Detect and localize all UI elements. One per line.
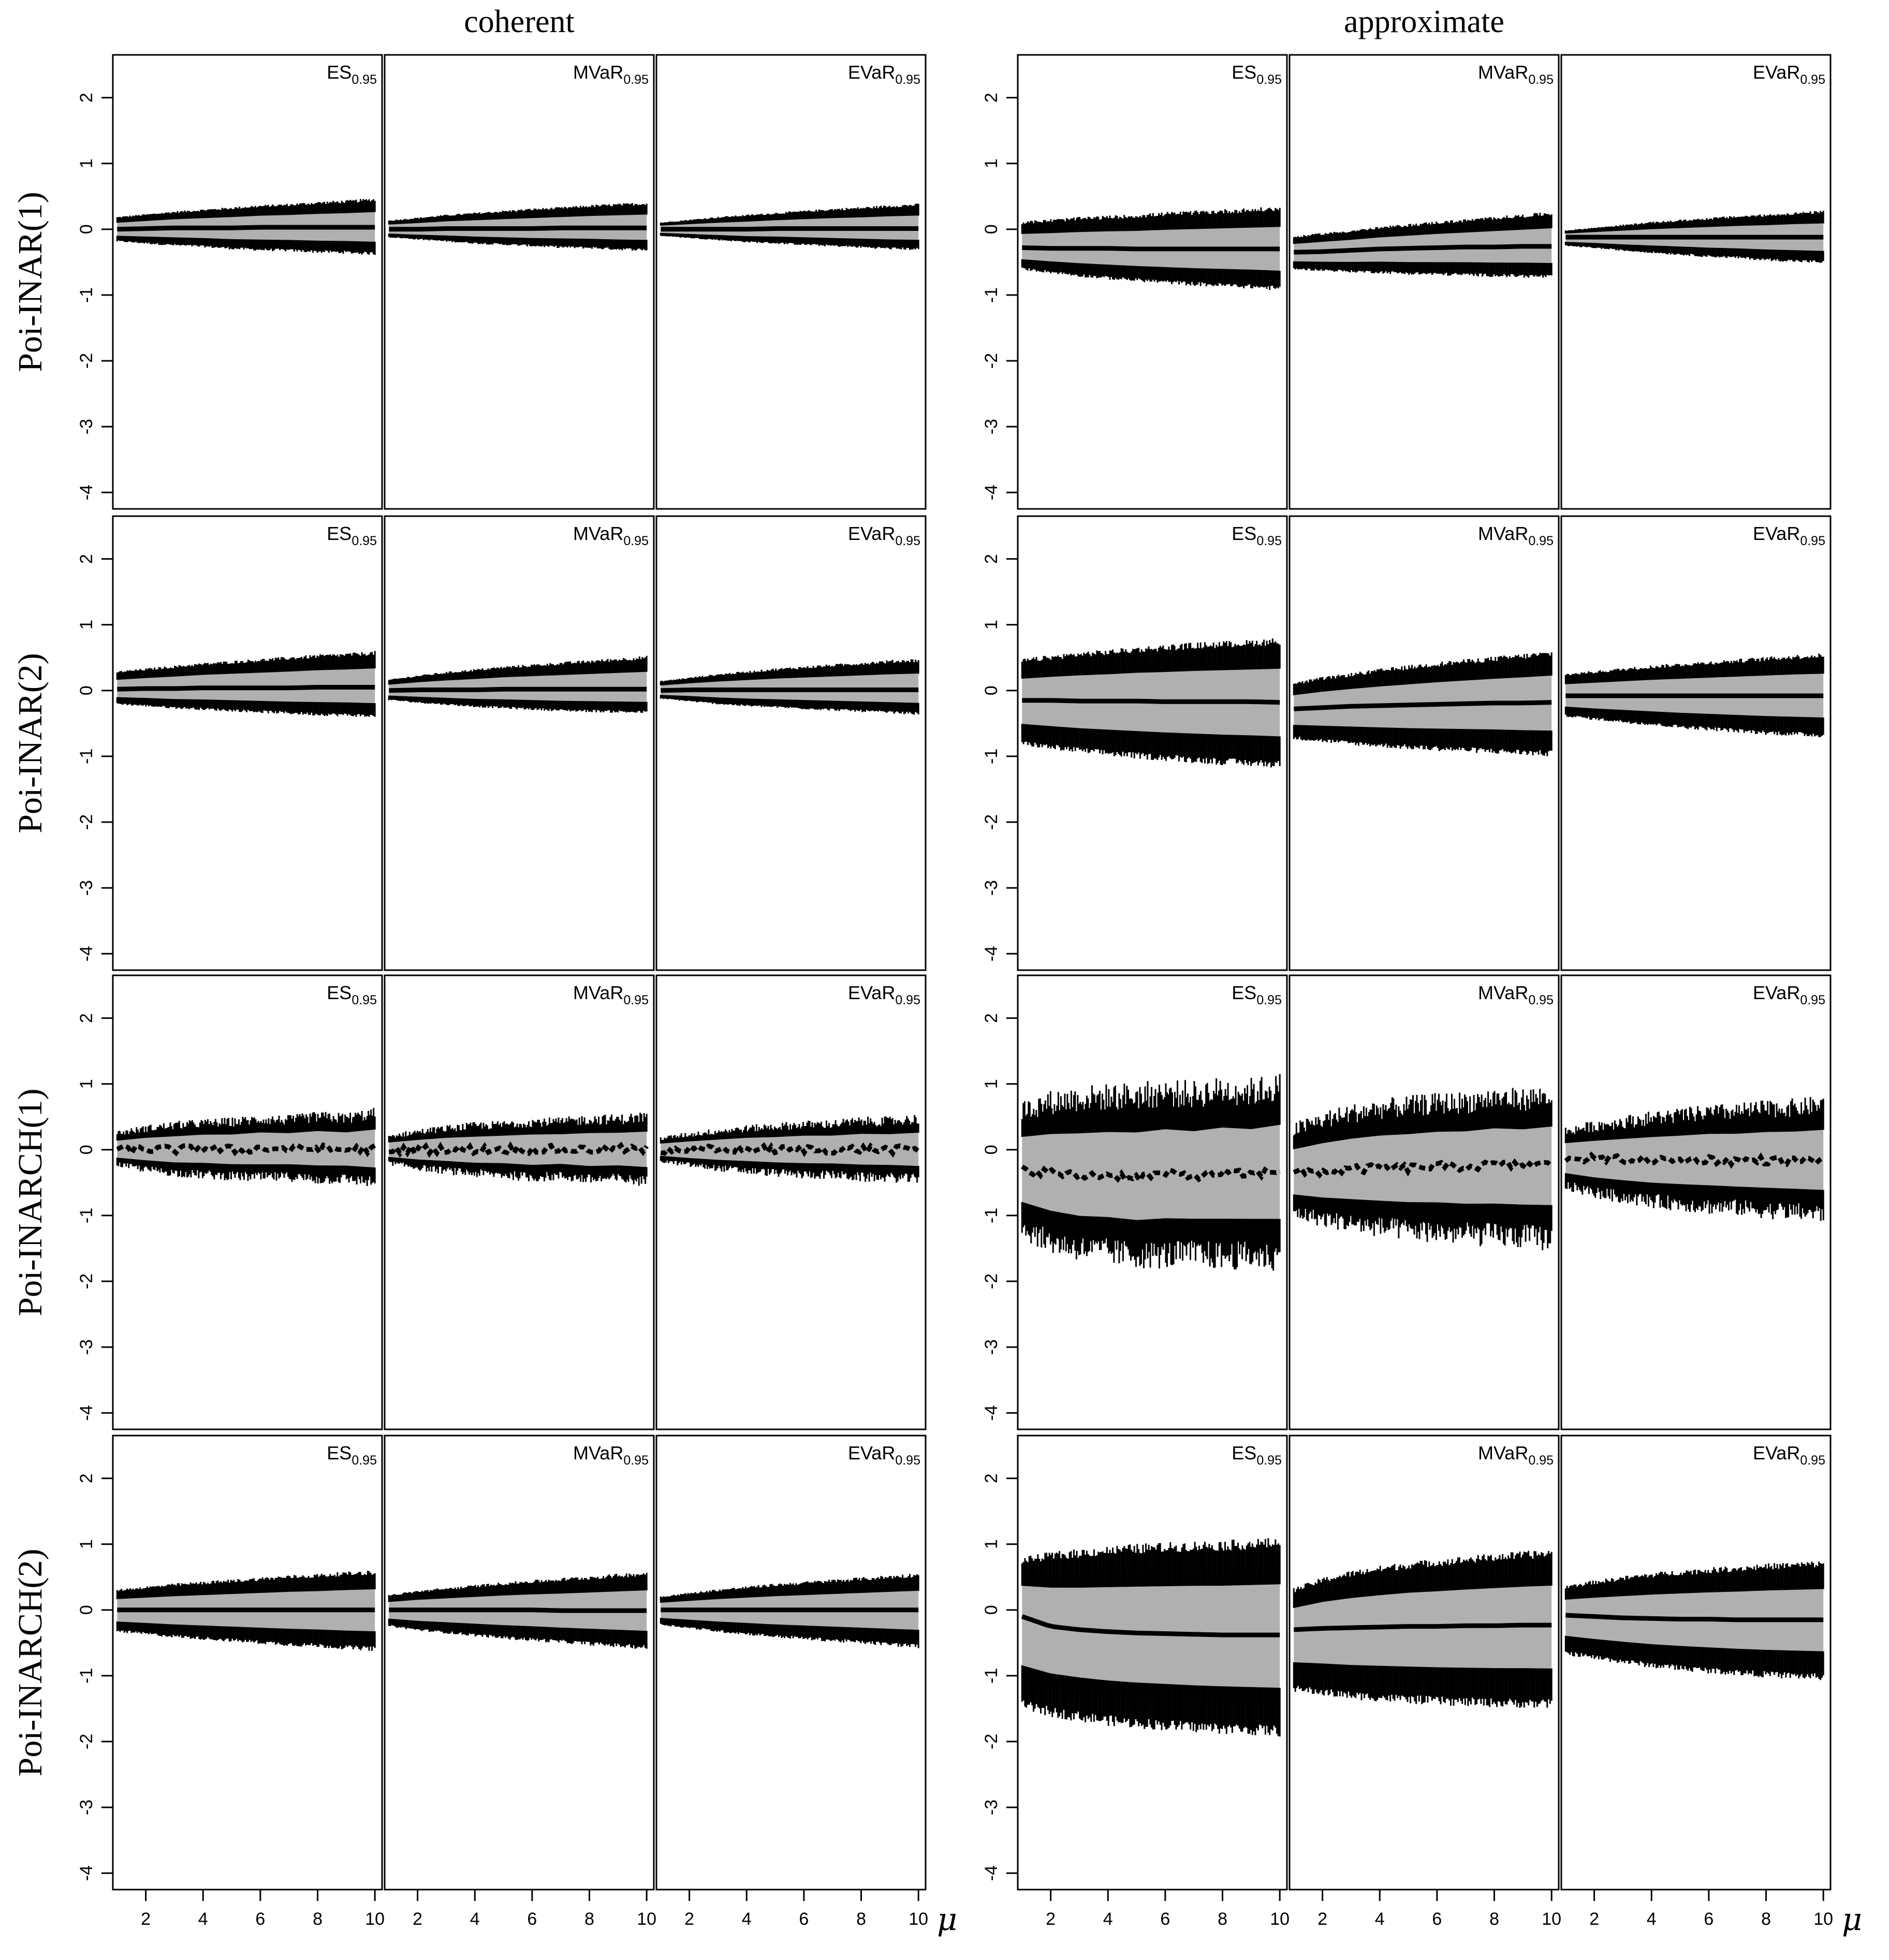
panel-frame: [384, 974, 655, 1430]
panel-label: ES0.95: [1232, 62, 1282, 87]
panel-label: EVaR0.95: [848, 982, 920, 1007]
band: [1294, 223, 1552, 268]
panel-label-measure: ES: [327, 62, 352, 83]
mean-line: [389, 1607, 647, 1613]
panel-label: MVaR0.95: [573, 62, 649, 87]
panel-frame: [384, 54, 655, 510]
mean-line: [117, 685, 375, 692]
panel-label-measure: ES: [327, 982, 352, 1003]
row-label-poi-inarch-1-: Poi-INARCH(1): [11, 1089, 49, 1317]
row-label-poi-inarch-2-: Poi-INARCH(2): [11, 1549, 49, 1777]
panel-label-subscript: 0.95: [352, 993, 377, 1007]
panel-label-subscript: 0.95: [895, 993, 920, 1007]
panel-label-subscript: 0.95: [895, 1453, 920, 1468]
panel-label-measure: EVaR: [848, 1442, 895, 1464]
panel-label-subscript: 0.95: [1256, 72, 1282, 87]
panel-coherent-poi-inarch-1--es: ES0.95: [112, 974, 383, 1430]
panel-frame: [655, 515, 927, 971]
panel-label: ES0.95: [327, 523, 377, 548]
panel-label: ES0.95: [327, 982, 377, 1007]
panel-label: MVaR0.95: [573, 982, 649, 1007]
mean-line: [660, 1142, 920, 1158]
panel-label-measure: MVaR: [573, 62, 623, 83]
panel-label: MVaR0.95: [573, 523, 649, 548]
panel-coherent-poi-inarch-1--mvar: MVaR0.95: [384, 974, 655, 1430]
panel-label-measure: MVaR: [573, 523, 623, 544]
panel-approximate-poi-inar-1--es: ES0.95: [1017, 54, 1288, 510]
panel-label: EVaR0.95: [848, 523, 920, 548]
panel-frame: [384, 515, 655, 971]
panel-coherent-poi-inarch-2--evar: EVaR0.95: [655, 1435, 927, 1891]
panel-label: ES0.95: [327, 1442, 377, 1468]
panel-label: EVaR0.95: [848, 1442, 920, 1468]
panel-coherent-poi-inar-1--es: ES0.95: [112, 54, 383, 510]
panel-coherent-poi-inar-2--evar: EVaR0.95: [655, 515, 927, 971]
mean-line: [1022, 245, 1280, 252]
panel-coherent-poi-inar-1--evar: EVaR0.95: [655, 54, 927, 510]
panel-coherent-poi-inar-1--mvar: MVaR0.95: [384, 54, 655, 510]
panel-label-subscript: 0.95: [895, 534, 920, 548]
mean-line: [117, 225, 375, 232]
panel-label-measure: ES: [1232, 62, 1256, 83]
row-label-poi-inar-1-: Poi-INAR(1): [11, 192, 49, 372]
panel-coherent-poi-inar-2--mvar: MVaR0.95: [384, 515, 655, 971]
panel-label-subscript: 0.95: [623, 534, 649, 548]
panel-label-measure: MVaR: [573, 1442, 623, 1464]
row-label-poi-inar-2-: Poi-INAR(2): [11, 653, 49, 833]
mean-line: [389, 1141, 649, 1158]
panel-label-subscript: 0.95: [623, 1453, 649, 1468]
column-title-approximate: approximate: [1344, 4, 1504, 39]
band: [389, 666, 647, 706]
panel-label-measure: MVaR: [573, 982, 623, 1003]
panel-label-subscript: 0.95: [352, 72, 377, 87]
panel-coherent-poi-inarch-2--mvar: MVaR0.95: [384, 1435, 655, 1891]
panel-label-subscript: 0.95: [623, 993, 649, 1007]
mean-line: [389, 225, 647, 232]
panel-coherent-poi-inarch-1--evar: EVaR0.95: [655, 974, 927, 1430]
panel-frame: [655, 54, 927, 510]
panel-frame: [655, 974, 927, 1430]
mean-line: [661, 688, 919, 693]
panel-label-measure: EVaR: [848, 523, 895, 544]
band: [117, 1123, 375, 1174]
panel-label-measure: EVaR: [848, 982, 895, 1003]
panel-coherent-poi-inarch-2--es: ES0.95: [112, 1435, 383, 1891]
panel-label-measure: ES: [327, 1442, 352, 1464]
panel-label-subscript: 0.95: [352, 1453, 377, 1468]
panel-label-subscript: 0.95: [895, 72, 920, 87]
panel-label-measure: EVaR: [848, 62, 895, 83]
panel-label-measure: ES: [327, 523, 352, 544]
mean-line: [116, 1142, 376, 1158]
panel-label: EVaR0.95: [848, 62, 920, 87]
column-title-coherent: coherent: [464, 4, 574, 39]
panel-approximate-poi-inar-1--mvar: MVaR0.95: [1288, 54, 1560, 510]
mean-line: [389, 686, 647, 693]
panel-label: MVaR0.95: [573, 1442, 649, 1468]
panel-label-subscript: 0.95: [623, 72, 649, 87]
panel-label: ES0.95: [327, 62, 377, 87]
panel-label-subscript: 0.95: [352, 534, 377, 548]
